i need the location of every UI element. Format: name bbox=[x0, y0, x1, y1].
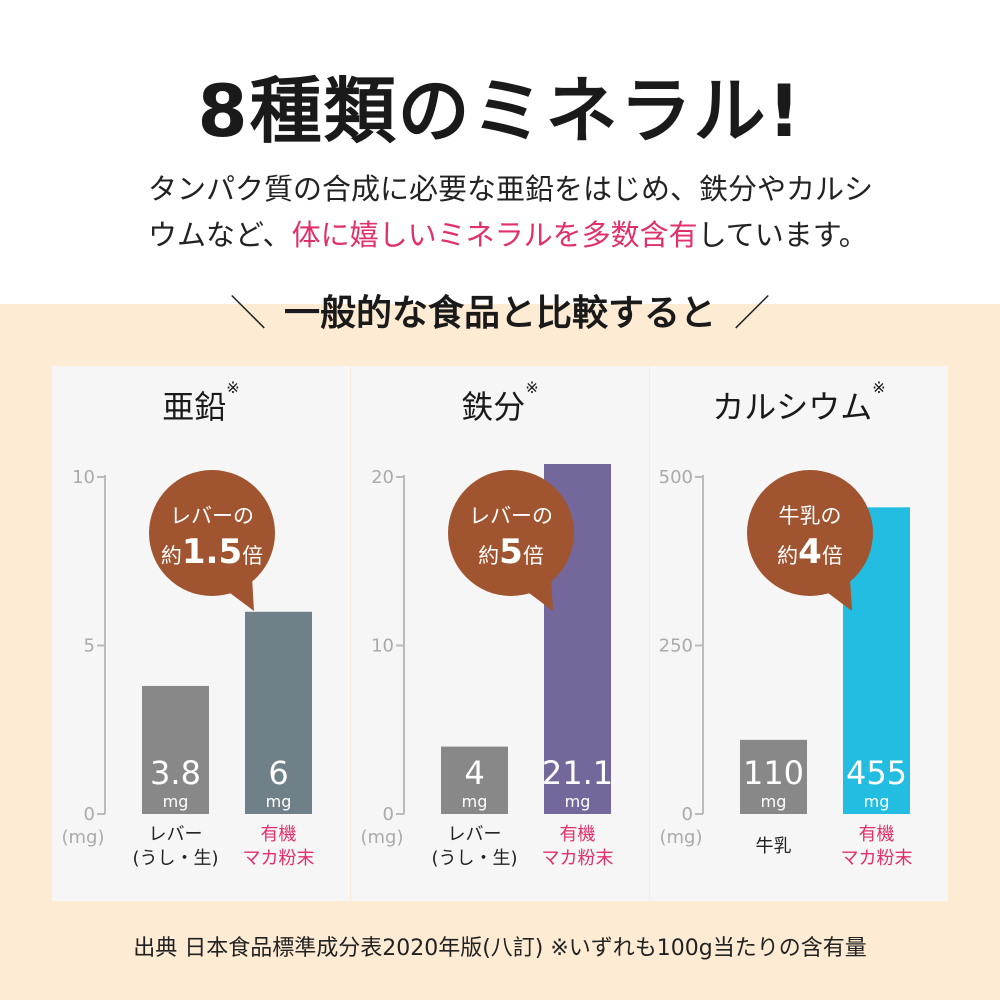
chart-title: カルシウム※ bbox=[650, 378, 948, 428]
slash-right: ／ bbox=[734, 293, 771, 334]
y-tick-label: 250 bbox=[659, 636, 693, 657]
bubble-circle bbox=[747, 470, 873, 596]
bubble-line1: 牛乳の bbox=[779, 504, 842, 528]
bar-value-label: 6 bbox=[268, 754, 288, 792]
bubble-multiplier: 4 bbox=[798, 532, 822, 572]
bar-value-label: 21.1 bbox=[542, 754, 613, 792]
bubble-circle bbox=[448, 470, 574, 596]
bar-unit-label: mg bbox=[761, 792, 787, 811]
intro-part2: しています。 bbox=[697, 218, 868, 252]
bar-unit-label: mg bbox=[462, 792, 488, 811]
category-label: 牛乳 bbox=[756, 836, 792, 857]
intro-highlight: 体に嬉しいミネラルを多数含有 bbox=[291, 218, 698, 252]
bubble-multiplier: 1.5 bbox=[182, 532, 242, 572]
unit-label: (mg) bbox=[360, 827, 403, 848]
bubble-multiplier: 5 bbox=[499, 532, 523, 572]
bubble-suffix: 倍 bbox=[242, 544, 263, 568]
bubble-suffix: 倍 bbox=[822, 544, 843, 568]
bar bbox=[142, 685, 209, 814]
y-tick-label: 0 bbox=[682, 804, 693, 825]
y-tick-label: 5 bbox=[84, 636, 95, 657]
bar-unit-label: mg bbox=[163, 792, 189, 811]
chart-panel-zinc: 亜鉛※ 0 5 10 (mg) 3.8 mg レバー (うし・生) 6 mg 有機 マカ粉末 レバーの約… bbox=[52, 366, 350, 901]
category-label-line: マカ粉末 bbox=[542, 848, 614, 869]
intro-part1: タンパク質の合成に必要な亜鉛をはじめ、鉄分やカルシウムなど、 bbox=[148, 172, 874, 252]
category-label-line: 有機 bbox=[560, 824, 596, 845]
category-label-line: (うし・生) bbox=[132, 848, 218, 869]
category-label-line: (うし・生) bbox=[431, 848, 517, 869]
bubble-line2: 約4倍 bbox=[777, 532, 843, 572]
bar-unit-label: mg bbox=[565, 792, 591, 811]
compare-heading: ＼ 一般的な食品と比較すると ／ bbox=[0, 284, 1000, 336]
bar-unit-label: mg bbox=[864, 792, 890, 811]
y-tick-label: 0 bbox=[383, 804, 394, 825]
chart-title-text: 鉄分 bbox=[461, 388, 526, 426]
bar-value-label: 455 bbox=[846, 754, 907, 792]
chart-panel-calcium: カルシウム※ 0 250 500 (mg) 110 mg 牛乳 455 mg 有機 マカ粉末 牛乳の約… bbox=[650, 366, 948, 901]
unit-label: (mg) bbox=[61, 827, 104, 848]
compare-heading-text: 一般的な食品と比較すると bbox=[283, 293, 716, 334]
bubble-tail bbox=[521, 577, 553, 611]
category-label-line: 有機 bbox=[261, 824, 297, 845]
source-note: 出典 日本食品標準成分表2020年版(八訂) ※いずれも100g当たりの含有量 bbox=[133, 936, 867, 961]
note-mark: ※ bbox=[226, 378, 240, 397]
bubble-line2: 約1.5倍 bbox=[161, 532, 263, 572]
category-label: レバー (うし・生) bbox=[132, 824, 218, 869]
category-label-line: レバー bbox=[448, 824, 502, 845]
y-tick-label: 20 bbox=[371, 467, 394, 488]
bubble-prefix: 約 bbox=[478, 544, 499, 568]
category-label-line: 有機 bbox=[859, 824, 895, 845]
bar bbox=[245, 611, 312, 814]
bubble-line1: レバーの bbox=[469, 504, 553, 528]
category-label-line: レバー bbox=[149, 824, 203, 845]
bar bbox=[740, 739, 807, 814]
bubble-prefix: 約 bbox=[777, 544, 798, 568]
y-tick-label: 0 bbox=[84, 804, 95, 825]
y-tick-label: 10 bbox=[72, 467, 95, 488]
bubble-tail bbox=[820, 577, 852, 611]
bubble-line1: レバーの bbox=[170, 504, 254, 528]
bar-value-label: 3.8 bbox=[150, 754, 201, 792]
unit-label: (mg) bbox=[659, 827, 702, 848]
category-label-line: マカ粉末 bbox=[841, 848, 913, 869]
y-tick-label: 10 bbox=[371, 636, 394, 657]
bubble-circle bbox=[149, 470, 275, 596]
intro-text: タンパク質の合成に必要な亜鉛をはじめ、鉄分やカルシウムなど、体に嬉しいミネラルを… bbox=[148, 166, 888, 258]
page-title: 8種類のミネラル! bbox=[197, 69, 803, 153]
note-mark: ※ bbox=[525, 378, 539, 397]
bubble-tail bbox=[222, 577, 254, 611]
note-mark: ※ bbox=[872, 378, 886, 397]
bubble-suffix: 倍 bbox=[523, 544, 544, 568]
chart-title: 亜鉛※ bbox=[52, 378, 350, 428]
bubble-line2: 約5倍 bbox=[478, 532, 544, 572]
bar-value-label: 110 bbox=[743, 754, 804, 792]
chart-title-text: カルシウム bbox=[712, 388, 873, 426]
chart-title: 鉄分※ bbox=[351, 378, 649, 428]
y-tick-label: 500 bbox=[659, 467, 693, 488]
bar-value-label: 4 bbox=[464, 754, 484, 792]
bar bbox=[441, 746, 508, 814]
category-label-line: 牛乳 bbox=[756, 836, 792, 857]
bar-unit-label: mg bbox=[266, 792, 292, 811]
slash-left: ＼ bbox=[229, 293, 266, 334]
bubble-prefix: 約 bbox=[161, 544, 182, 568]
category-label: レバー (うし・生) bbox=[431, 824, 517, 869]
chart-title-text: 亜鉛 bbox=[162, 388, 227, 426]
category-label-line: マカ粉末 bbox=[243, 848, 315, 869]
chart-panel-iron: 鉄分※ 0 10 20 (mg) 4 mg レバー (うし・生) 21.1 mg 有機 マカ粉末 レバー… bbox=[351, 366, 649, 901]
